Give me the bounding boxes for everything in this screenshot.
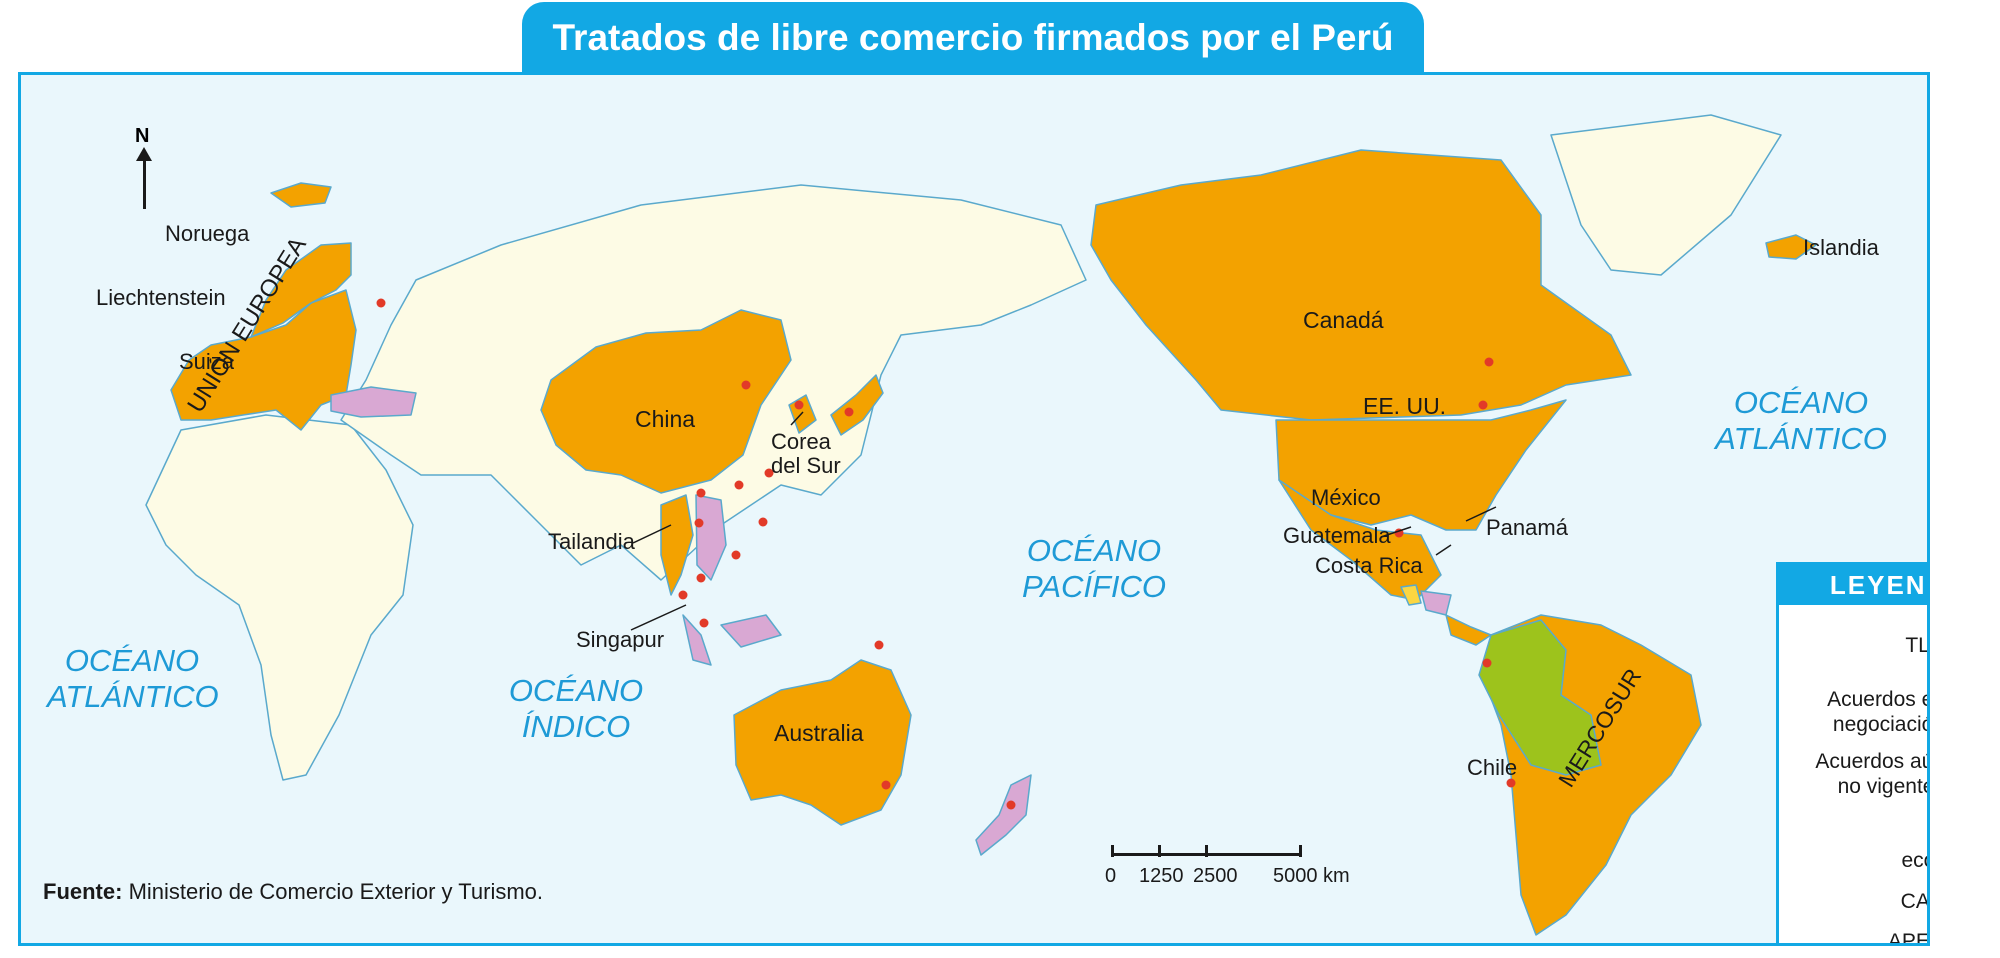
land-new-zealand (975, 774, 1032, 856)
land-australia (733, 659, 912, 826)
scale-tick (1299, 845, 1302, 857)
apec-dot (758, 517, 768, 527)
label-suiza: Suiza (179, 349, 235, 374)
ocean-pacific: OCÉANO PACÍFICO (1021, 533, 1167, 604)
apec-dot (794, 400, 804, 410)
apec-dot (376, 298, 386, 308)
apec-dot (731, 550, 741, 560)
label-australia: Australia (774, 720, 864, 746)
legend-can-label: CAN (1900, 890, 1930, 913)
apec-dot (1506, 778, 1516, 788)
apec-dot (844, 407, 854, 417)
land-norway (250, 242, 352, 338)
apec-dot (678, 590, 688, 600)
label-mexico: México (1311, 485, 1381, 510)
north-arrow: N (129, 125, 159, 225)
leader-costa-rica (1435, 544, 1452, 556)
scale-tick (1111, 845, 1114, 857)
label-corea: Corea del Sur (771, 429, 841, 478)
apec-dot (881, 780, 891, 790)
source-label: Fuente: (43, 879, 123, 904)
apec-dot (874, 640, 884, 650)
label-china: China (635, 406, 696, 432)
label-noruega: Noruega (165, 221, 250, 246)
land-africa (145, 414, 414, 781)
scale-tick (1205, 845, 1208, 857)
apec-markers (376, 298, 1516, 810)
leader-lines (630, 411, 1497, 631)
label-panama: Panamá (1486, 515, 1568, 540)
legend-bloc-label: Bloque económico (1901, 849, 1927, 872)
land-can-bloc (1478, 619, 1602, 776)
ocean-indian: OCÉANO ÍNDICO (508, 673, 644, 744)
land-panama (1445, 614, 1492, 646)
map-title: Tratados de libre comercio firmados por … (522, 2, 1424, 74)
label-costa-rica: Costa Rica (1315, 553, 1423, 578)
leader-tailandia (632, 524, 672, 544)
land-iceland-east (1765, 234, 1817, 260)
apec-dot (1006, 800, 1016, 810)
legend-title: LEYENDA (1779, 565, 1927, 605)
apec-dot (741, 380, 751, 390)
scale-label: 0 (1105, 865, 1117, 887)
scale-label: 2500 (1193, 865, 1238, 887)
apec-dot (1482, 658, 1492, 668)
leader-guatemala (1380, 526, 1412, 538)
land-european-union (170, 289, 357, 431)
scale-label: 5000 km (1273, 865, 1350, 887)
source-text: Ministerio de Comercio Exterior y Turism… (122, 879, 544, 904)
land-thailand (660, 494, 694, 596)
label-singapur: Singapur (576, 627, 665, 652)
legend-negotiation-label: Acuerdos en negociación (1827, 688, 1927, 736)
land-turkey (330, 386, 417, 418)
land-greenland (1550, 114, 1782, 276)
land-japan (830, 374, 884, 436)
ocean-atlantic-west: OCÉANO ATLÁNTICO (47, 643, 219, 714)
scale-label: 1250 (1139, 865, 1184, 887)
ocean-atlantic-east: OCÉANO ATLÁNTICO (1715, 385, 1887, 456)
land-china (540, 309, 792, 494)
apec-dot (696, 488, 706, 498)
label-eeuu: EE. UU. (1363, 393, 1447, 419)
map-canvas: N OCÉANO ATLÁNTICO OCÉANO ÍNDICO OCÉANO … (18, 72, 1930, 946)
label-liechtenstein: Liechtenstein (96, 285, 226, 310)
leader-singapur (630, 604, 687, 631)
land-guatemala (1400, 584, 1422, 606)
land-central-america (1420, 590, 1452, 616)
apec-dot (1484, 357, 1494, 367)
apec-dot (696, 573, 706, 583)
label-tailandia: Tailandia (548, 529, 635, 554)
world-map (145, 114, 1817, 936)
land-canada (1090, 149, 1632, 421)
apec-dot (694, 518, 704, 528)
label-guatemala: Guatemala (1283, 523, 1391, 548)
apec-dot (734, 480, 744, 490)
legend-apec-label: APEC (1887, 930, 1930, 946)
map-legend: LEYENDA TLC Acuerdos en negociación Acue… (1776, 562, 1930, 946)
label-canada: Canadá (1303, 307, 1384, 333)
north-arrow-shaft (143, 153, 146, 209)
scale-bar: 0 1250 2500 5000 km (1103, 837, 1350, 897)
land-indonesia (720, 614, 782, 648)
apec-dot (1478, 400, 1488, 410)
land-vietnam (695, 494, 727, 581)
leader-panama (1465, 506, 1497, 522)
label-islandia: Islandia (1803, 235, 1879, 260)
scale-tick (1158, 845, 1161, 857)
label-chile: Chile (1467, 755, 1518, 780)
apec-dot (699, 618, 709, 628)
apec-dot (764, 468, 774, 478)
north-label: N (135, 125, 150, 147)
leader-corea (790, 411, 804, 426)
map-source: Fuente: Ministerio de Comercio Exterior … (43, 879, 543, 905)
legend-tlc-label: TLC (1905, 634, 1930, 657)
land-malaysia (682, 614, 712, 666)
legend-not-in-force-label: Acuerdos aún no vigentes (1815, 750, 1927, 798)
land-mexico (1278, 479, 1442, 601)
land-iceland-west (270, 182, 332, 208)
